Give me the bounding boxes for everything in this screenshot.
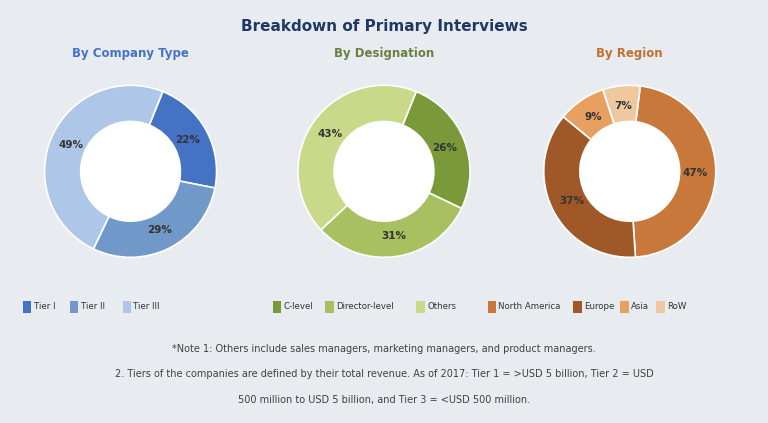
Text: 47%: 47% <box>683 168 708 178</box>
Title: By Region: By Region <box>597 47 663 60</box>
Text: 43%: 43% <box>318 129 343 139</box>
Text: 9%: 9% <box>584 113 601 122</box>
Wedge shape <box>298 85 416 230</box>
Wedge shape <box>149 91 217 188</box>
Title: By Company Type: By Company Type <box>72 47 189 60</box>
Wedge shape <box>402 91 470 209</box>
Text: 49%: 49% <box>58 140 83 150</box>
Text: 2. Tiers of the companies are defined by their total revenue. As of 2017: Tier 1: 2. Tiers of the companies are defined by… <box>114 369 654 379</box>
Title: By Designation: By Designation <box>334 47 434 60</box>
Text: 31%: 31% <box>381 231 406 241</box>
Wedge shape <box>603 85 641 124</box>
Circle shape <box>81 121 180 221</box>
Text: Tier I: Tier I <box>34 302 55 311</box>
Text: Tier III: Tier III <box>134 302 160 311</box>
Text: Asia: Asia <box>631 302 649 311</box>
Wedge shape <box>94 181 215 257</box>
Text: Europe: Europe <box>584 302 614 311</box>
Wedge shape <box>633 86 716 257</box>
Text: 22%: 22% <box>176 135 200 145</box>
Wedge shape <box>563 90 614 140</box>
Text: Breakdown of Primary Interviews: Breakdown of Primary Interviews <box>240 19 528 34</box>
Wedge shape <box>321 193 462 257</box>
Text: Tier II: Tier II <box>81 302 104 311</box>
Text: Others: Others <box>427 302 456 311</box>
Text: C-level: C-level <box>283 302 313 311</box>
Text: RoW: RoW <box>667 302 687 311</box>
Wedge shape <box>544 117 635 257</box>
Text: 37%: 37% <box>559 196 584 206</box>
Circle shape <box>580 121 680 221</box>
Text: 500 million to USD 5 billion, and Tier 3 = <USD 500 million.: 500 million to USD 5 billion, and Tier 3… <box>238 395 530 405</box>
Wedge shape <box>45 85 163 249</box>
Text: 26%: 26% <box>432 143 458 153</box>
Text: 29%: 29% <box>147 225 172 235</box>
Text: 7%: 7% <box>614 101 632 111</box>
Text: Director-level: Director-level <box>336 302 394 311</box>
Text: *Note 1: Others include sales managers, marketing managers, and product managers: *Note 1: Others include sales managers, … <box>172 344 596 354</box>
Circle shape <box>334 121 434 221</box>
Text: North America: North America <box>498 302 561 311</box>
